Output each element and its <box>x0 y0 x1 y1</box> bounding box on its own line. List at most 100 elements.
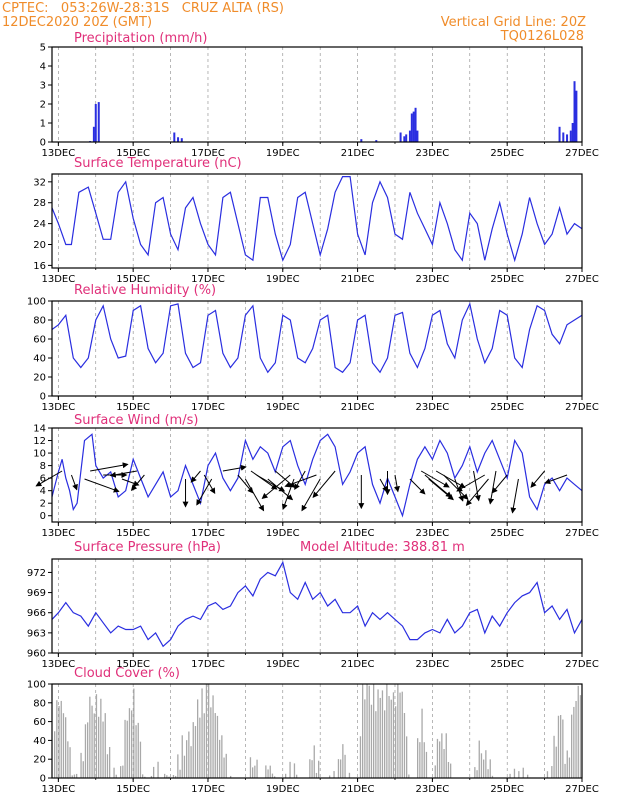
press-title: Surface Pressure (hPa) <box>74 540 221 555</box>
cloud-bar <box>571 714 573 778</box>
cloud-bar <box>566 750 568 778</box>
x-tick-label: 25DEC <box>490 402 524 413</box>
cloud-bar <box>69 747 71 778</box>
cloud-bar <box>62 713 65 778</box>
wind-arrow <box>456 474 486 492</box>
x-tick-label: 17DEC <box>191 274 225 285</box>
x-tick-label: 25DEC <box>490 274 524 285</box>
y-tick-label: 24 <box>33 219 46 230</box>
precip-bar <box>97 102 100 142</box>
cloud-bar <box>368 685 370 778</box>
cloud-bar <box>179 769 181 778</box>
cloud-bar <box>344 754 346 778</box>
wind-arrow <box>435 470 466 489</box>
precip-bar <box>558 126 561 142</box>
wind-title: Surface Wind (m/s) <box>74 413 198 428</box>
cloud-bar <box>577 685 579 778</box>
cloud-bar <box>337 759 340 778</box>
x-tick-label: 13DEC <box>41 402 75 413</box>
header-code: TQ0126L028 <box>500 29 584 44</box>
x-tick-label: 25DEC <box>490 148 524 159</box>
x-tick-label: 21DEC <box>341 784 375 795</box>
cloud-bar <box>128 708 131 778</box>
cloud-bar <box>274 776 276 778</box>
rh-panel: Relative Humidity (%) 0 20 40 60 80 100 13DEC 15… <box>27 283 599 413</box>
cloud-bar <box>546 771 549 778</box>
y-tick-label: 16 <box>33 261 46 272</box>
x-tick-label: 19DEC <box>266 402 300 413</box>
cloud-bar <box>425 751 428 778</box>
x-tick-label: 17DEC <box>191 659 225 670</box>
temp-series-line <box>51 176 583 263</box>
cloud-bar <box>150 775 153 778</box>
precip-bar <box>414 107 417 142</box>
wind-arrow <box>284 474 317 488</box>
x-tick-label: 15DEC <box>116 784 150 795</box>
wind-arrow <box>203 474 216 495</box>
cloud-bar <box>562 719 564 778</box>
cloud-bar <box>439 741 441 778</box>
cloud-bar <box>252 767 254 778</box>
cloud-bar <box>441 733 443 778</box>
x-tick-label: 19DEC <box>266 784 300 795</box>
cloud-bar <box>293 763 296 778</box>
press-panel: Surface Pressure (hPa) Model Altitude: 38… <box>27 540 599 670</box>
cloud-bar <box>513 768 516 778</box>
cloud-bar <box>203 713 205 778</box>
wind-arrow <box>409 478 426 495</box>
wind-arrow <box>420 470 450 488</box>
cloud-bar <box>375 711 377 778</box>
wind-arrow <box>190 470 201 483</box>
wind-arrow <box>130 474 145 492</box>
x-tick-label: 27DEC <box>565 274 599 285</box>
y-tick-label: 20 <box>33 240 46 251</box>
y-tick-label: 4 <box>40 62 46 73</box>
wind-arrow <box>510 478 519 514</box>
cloud-bar <box>188 731 190 778</box>
y-tick-label: 972 <box>27 568 46 579</box>
y-tick-label: 40 <box>33 736 46 747</box>
cloud-bar <box>56 700 58 778</box>
cloud-bar <box>219 739 221 778</box>
temp-frame <box>51 173 583 269</box>
cloud-bar <box>509 773 511 778</box>
cloud-bar <box>168 776 170 778</box>
cloud-bar <box>91 705 93 778</box>
cloud-bar <box>84 724 87 778</box>
precip-bar <box>575 90 578 142</box>
wind-arrow <box>196 478 213 506</box>
wind-arrow <box>428 478 454 501</box>
cloud-bar <box>370 704 373 778</box>
cloud-bar <box>201 688 203 778</box>
cloud-bar <box>65 717 67 778</box>
y-tick-label: 12 <box>33 436 46 447</box>
precip-title: Precipitation (mm/h) <box>74 31 207 46</box>
cloud-bar <box>104 713 106 778</box>
cloud-bar <box>133 688 135 778</box>
cloud-bar <box>333 771 335 778</box>
cloud-bar <box>318 760 320 778</box>
x-tick-label: 25DEC <box>490 659 524 670</box>
cloud-bar <box>340 759 342 778</box>
y-tick-label: 0 <box>40 511 46 522</box>
x-tick-label: 27DEC <box>565 784 599 795</box>
cloud-bar <box>313 745 315 778</box>
cloud-bar <box>82 761 84 778</box>
press-frame <box>51 558 583 654</box>
x-tick-label: 21DEC <box>341 274 375 285</box>
header-grid-note: Vertical Grid Line: 20Z <box>440 15 586 30</box>
cloud-bar <box>342 744 344 778</box>
cloud-bar <box>254 765 256 778</box>
cloud-bar <box>487 769 489 778</box>
cloud-bar <box>271 773 274 778</box>
cloud-bar <box>192 722 194 778</box>
cloud-bar <box>315 772 318 778</box>
y-tick-label: 20 <box>33 755 46 766</box>
cloud-bar <box>142 774 144 778</box>
rh-frame <box>51 300 583 397</box>
cloud-bar <box>181 735 183 778</box>
cloud-bar <box>109 746 111 778</box>
x-tick-label: 27DEC <box>565 148 599 159</box>
wind-arrow <box>261 474 291 500</box>
